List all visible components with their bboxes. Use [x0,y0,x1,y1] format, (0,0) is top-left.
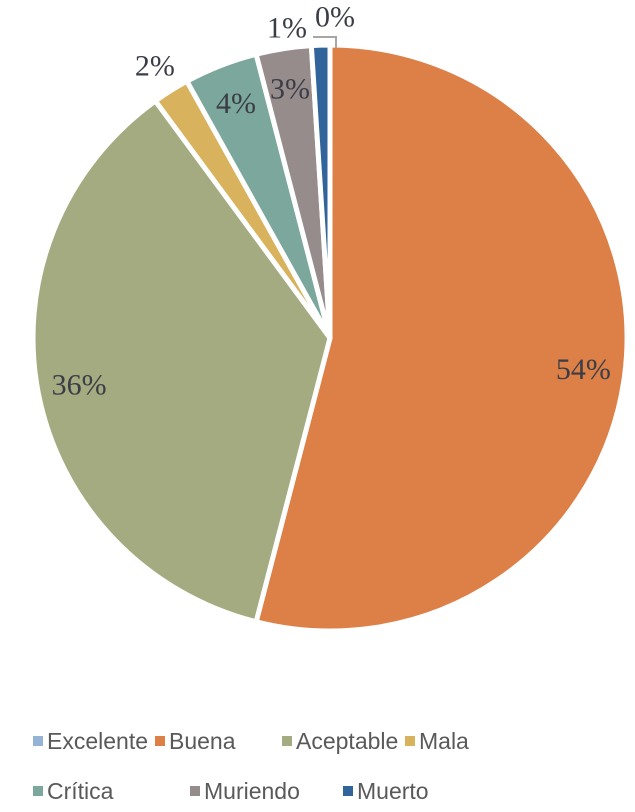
slice-label-aceptable: 36% [52,369,107,402]
legend-item-critica: Crítica [33,777,113,805]
legend-swatch-muerto [343,786,353,796]
legend-label-mala: Mala [419,727,469,754]
slice-label-muriendo: 3% [270,73,310,106]
legend-swatch-mala [405,736,415,746]
legend-swatch-muriendo [190,786,200,796]
slice-label-excelente: 0% [315,1,355,34]
slice-label-buena: 54% [556,353,611,386]
legend-label-muerto: Muerto [357,777,429,804]
legend-swatch-excelente [33,736,43,746]
slice-label-muerto: 1% [267,12,307,45]
pie-chart: 0% 54% 36% 2% 4% 3% 1% [30,0,630,634]
legend-label-muriendo: Muriendo [204,777,300,804]
leader-line-muerto [313,36,337,48]
slice-label-mala: 2% [135,49,175,82]
legend-item-excelente: Excelente [33,727,148,755]
legend-label-critica: Crítica [47,777,114,804]
legend-swatch-aceptable [282,736,292,746]
legend-swatch-critica [33,786,43,796]
pie-slice-aceptable [30,98,333,625]
slice-label-critica: 4% [216,87,256,120]
legend-item-mala: Mala [405,727,469,755]
legend-label-excelente: Excelente [47,727,149,754]
pie-slice-buena [253,42,630,634]
legend-item-muerto: Muerto [343,777,429,805]
legend-label-buena: Buena [169,727,236,754]
legend-item-muriendo: Muriendo [190,777,300,805]
legend-label-aceptable: Aceptable [296,727,399,754]
pie-slice-muerto [308,42,333,341]
legend-item-aceptable: Aceptable [282,727,398,755]
legend-item-buena: Buena [155,727,236,755]
legend-swatch-buena [155,736,165,746]
